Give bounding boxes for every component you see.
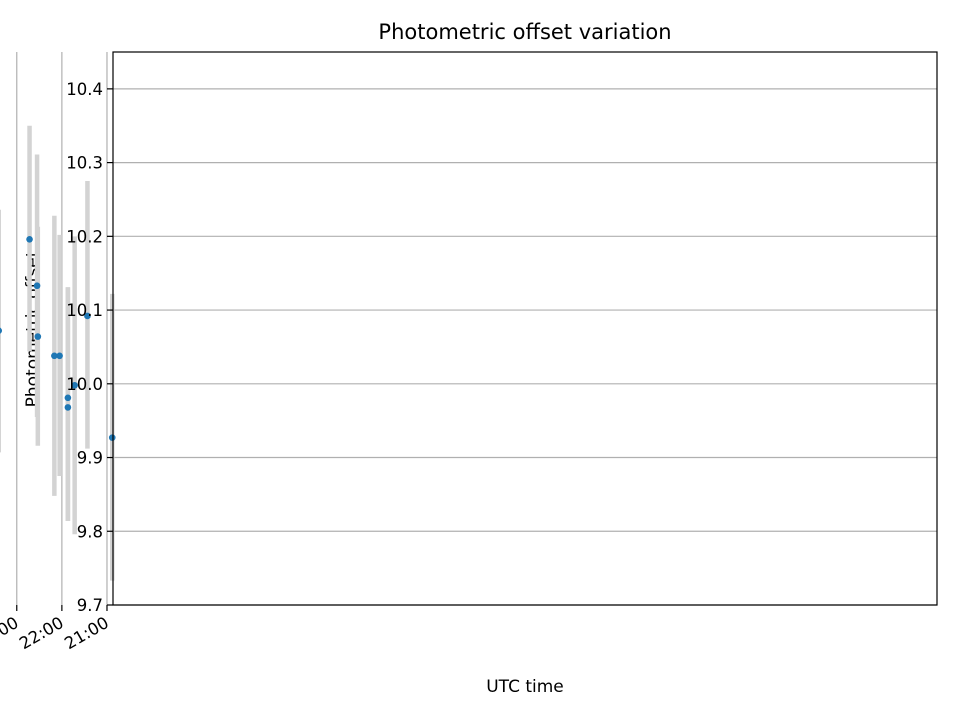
chart-title: Photometric offset variation xyxy=(378,20,671,44)
y-tick-label: 10.2 xyxy=(66,227,103,246)
y-tick-label: 9.8 xyxy=(77,522,103,541)
data-point xyxy=(64,394,72,402)
data-point xyxy=(0,327,3,334)
x-tick-label: 23:00 xyxy=(0,613,22,653)
y-tick-label: 10.0 xyxy=(66,375,103,394)
x-tick-label: 22:00 xyxy=(16,613,67,653)
data-point xyxy=(108,434,116,441)
y-tick-label: 9.9 xyxy=(77,449,103,468)
y-axis-ticks: 9.7 9.8 9.9 10.0 10.1 10.2 10.3 10.4 xyxy=(66,80,113,615)
data-point xyxy=(26,235,33,243)
x-tick-label: 21:00 xyxy=(61,613,112,653)
y-tick-label: 10.3 xyxy=(66,154,103,173)
y-tick-label: 9.7 xyxy=(77,596,103,615)
grid xyxy=(16,52,937,606)
data-point xyxy=(33,282,41,290)
data-point xyxy=(71,381,78,389)
plot-frame xyxy=(112,51,938,606)
data-point xyxy=(64,404,72,411)
x-axis-label: UTC time xyxy=(486,677,564,697)
y-tick-label: 10.1 xyxy=(66,301,103,320)
data-point xyxy=(84,312,91,320)
y-tick-label: 10.4 xyxy=(66,80,103,99)
data-points xyxy=(0,235,116,441)
data-point xyxy=(34,333,42,340)
data-point xyxy=(56,352,63,360)
data-point xyxy=(51,352,58,360)
